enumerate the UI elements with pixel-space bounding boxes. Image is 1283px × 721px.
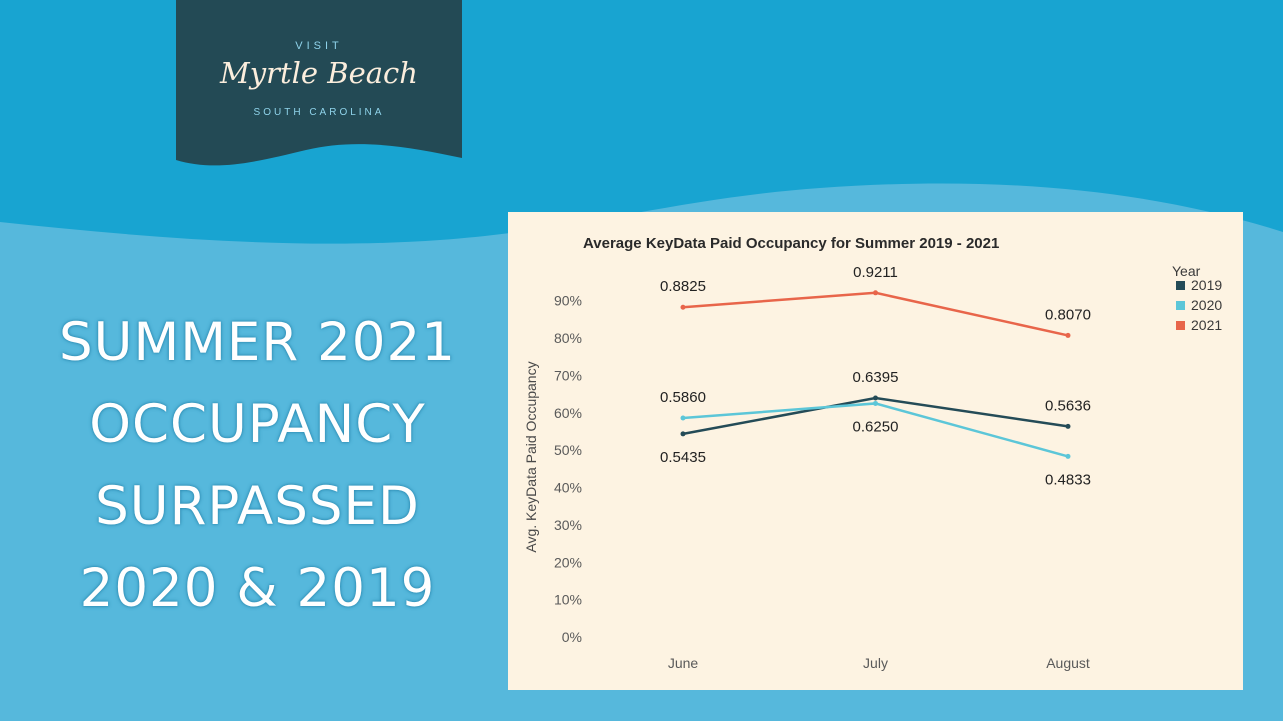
- headline: SUMMER 2021 OCCUPANCY SURPASSED 2020 & 2…: [20, 302, 495, 630]
- legend-label-2020: 2020: [1191, 297, 1222, 313]
- series-line-2021: [682, 291, 1069, 337]
- legend-title: Year: [1172, 263, 1201, 279]
- y-tick-label: 50%: [554, 442, 582, 458]
- data-point-2020: [1065, 453, 1071, 459]
- x-tick-label: August: [1046, 655, 1090, 671]
- y-tick-label: 60%: [554, 405, 582, 421]
- data-point-2020: [680, 415, 686, 421]
- y-tick-label: 10%: [554, 592, 582, 608]
- logo-name-text: Myrtle Beach: [220, 56, 418, 90]
- logo-visit-text: VISIT: [295, 40, 343, 52]
- x-tick-label: July: [863, 655, 888, 671]
- data-label-2020: 0.5860: [660, 389, 706, 406]
- headline-line: SURPASSED: [95, 476, 420, 537]
- data-point-2020: [873, 400, 878, 406]
- visit-myrtle-beach-logo[interactable]: VISIT Myrtle Beach SOUTH CAROLINA: [176, 0, 462, 174]
- data-label-2020: 0.4833: [1045, 471, 1091, 488]
- data-label-2019: 0.5636: [1045, 397, 1091, 414]
- x-tick-label: June: [668, 655, 699, 671]
- y-tick-label: 80%: [554, 330, 582, 346]
- y-axis-label: Avg. KeyData Paid Occupancy: [523, 361, 539, 552]
- headline-line: OCCUPANCY: [89, 394, 426, 455]
- occupancy-line-chart: Average KeyData Paid Occupancy for Summe…: [523, 235, 1222, 671]
- y-tick-label: 70%: [554, 367, 582, 383]
- data-label-2021: 0.8070: [1045, 306, 1091, 323]
- legend-label-2021: 2021: [1191, 317, 1222, 333]
- data-label-2019: 0.5435: [660, 449, 706, 466]
- data-point-2019: [873, 395, 878, 401]
- legend-swatch-2019: [1176, 281, 1185, 290]
- legend-swatch-2021: [1176, 321, 1185, 330]
- y-tick-label: 90%: [554, 293, 582, 309]
- legend-swatch-2020: [1176, 301, 1185, 310]
- data-point-2021: [680, 304, 686, 310]
- y-tick-label: 20%: [554, 554, 582, 570]
- data-point-2019: [680, 431, 686, 437]
- data-label-2021: 0.9211: [853, 264, 898, 281]
- data-point-2021: [873, 290, 878, 296]
- chart-card: Average KeyData Paid Occupancy for Summe…: [508, 212, 1243, 690]
- legend-label-2019: 2019: [1191, 277, 1222, 293]
- data-label-2021: 0.8825: [660, 278, 706, 295]
- y-tick-label: 0%: [562, 629, 582, 645]
- data-label-2020: 0.6250: [853, 418, 899, 435]
- data-label-2019: 0.6395: [853, 369, 899, 386]
- y-tick-label: 30%: [554, 517, 582, 533]
- headline-line: SUMMER 2021: [59, 312, 456, 373]
- data-point-2019: [1065, 423, 1071, 429]
- logo-state-text: SOUTH CAROLINA: [253, 107, 385, 118]
- headline-line: 2020 & 2019: [79, 558, 436, 619]
- data-point-2021: [1065, 332, 1071, 338]
- y-tick-label: 40%: [554, 480, 582, 496]
- chart-title: Average KeyData Paid Occupancy for Summe…: [583, 235, 999, 252]
